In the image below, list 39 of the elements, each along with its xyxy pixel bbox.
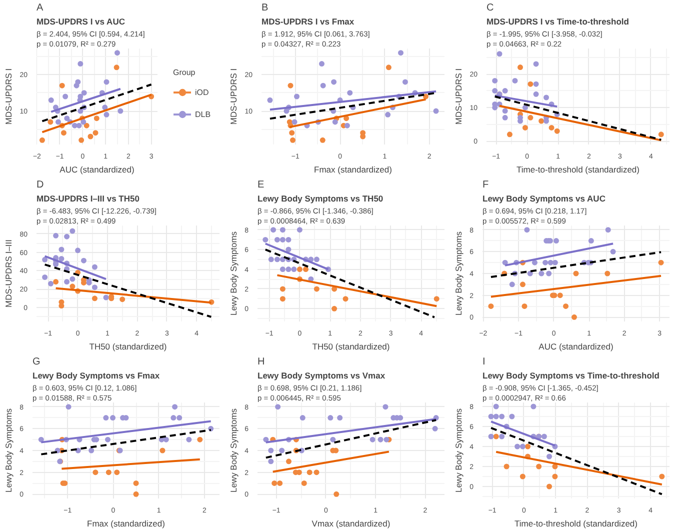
legend-label: DLB [195,110,212,118]
chart-title: Lewy Body Symptoms vs Vmax [258,370,386,380]
chart-title: Lewy Body Symptoms vs Time-to-threshold [482,370,660,380]
x-axis-title: Time-to-threshold (standardized) [514,518,638,528]
x-axis-title: Fmax (standardized) [87,518,166,528]
text: D [36,180,44,190]
legend-title: Group [173,68,196,77]
x-axis-title: Vmax (standardized) [312,518,390,528]
text: A [36,2,44,14]
text: B [262,2,268,14]
y-axis-title: MDS-UPDRS I [454,68,464,125]
chart-title: MDS-UPDRS I vs Time-to-threshold [486,16,629,26]
text: C [486,2,494,14]
x-axis-title: AUC (standardized) [60,164,134,174]
y-axis-title: Lewy Body Symptoms [228,231,239,316]
text: E [258,180,264,190]
chart-title: Lewy Body Symptoms vs AUC [482,194,606,204]
chart-title: MDS-UPDRS I–III vs TH50 [36,194,140,204]
x-axis-title: TH50 (standardized) [312,342,390,352]
y-axis-title: MDS-UPDRS I [228,68,239,125]
y-axis-title: Lewy Body Symptoms [454,231,464,316]
text: G [32,356,40,368]
chart-title: MDS-UPDRS I vs Fmax [262,16,354,26]
x-axis-title: Fmax (standardized) [314,164,392,174]
x-axis-title: AUC (standardized) [538,342,614,352]
y-axis-title: Lewy Body Symptoms [228,408,239,493]
y-axis-title: MDS-UPDRS I [4,68,14,125]
text: H [258,356,265,368]
x-axis-title: TH50 (standardized) [89,342,167,352]
text: F [482,180,489,190]
text: I [482,356,486,368]
chart-title: MDS-UPDRS I vs AUC [36,16,125,26]
chart-title: Lewy Body Symptoms vs TH50 [258,194,384,204]
y-axis-title: Lewy Body Symptoms [4,408,14,493]
x-axis-title: Time-to-threshold (standardized) [516,164,640,174]
legend-label: iOD [195,88,210,96]
y-axis-title: MDS-UPDRS I–III [4,239,14,308]
y-axis-title: Lewy Body Symptoms [454,408,464,493]
chart-title: Lewy Body Symptoms vs Fmax [32,370,160,380]
